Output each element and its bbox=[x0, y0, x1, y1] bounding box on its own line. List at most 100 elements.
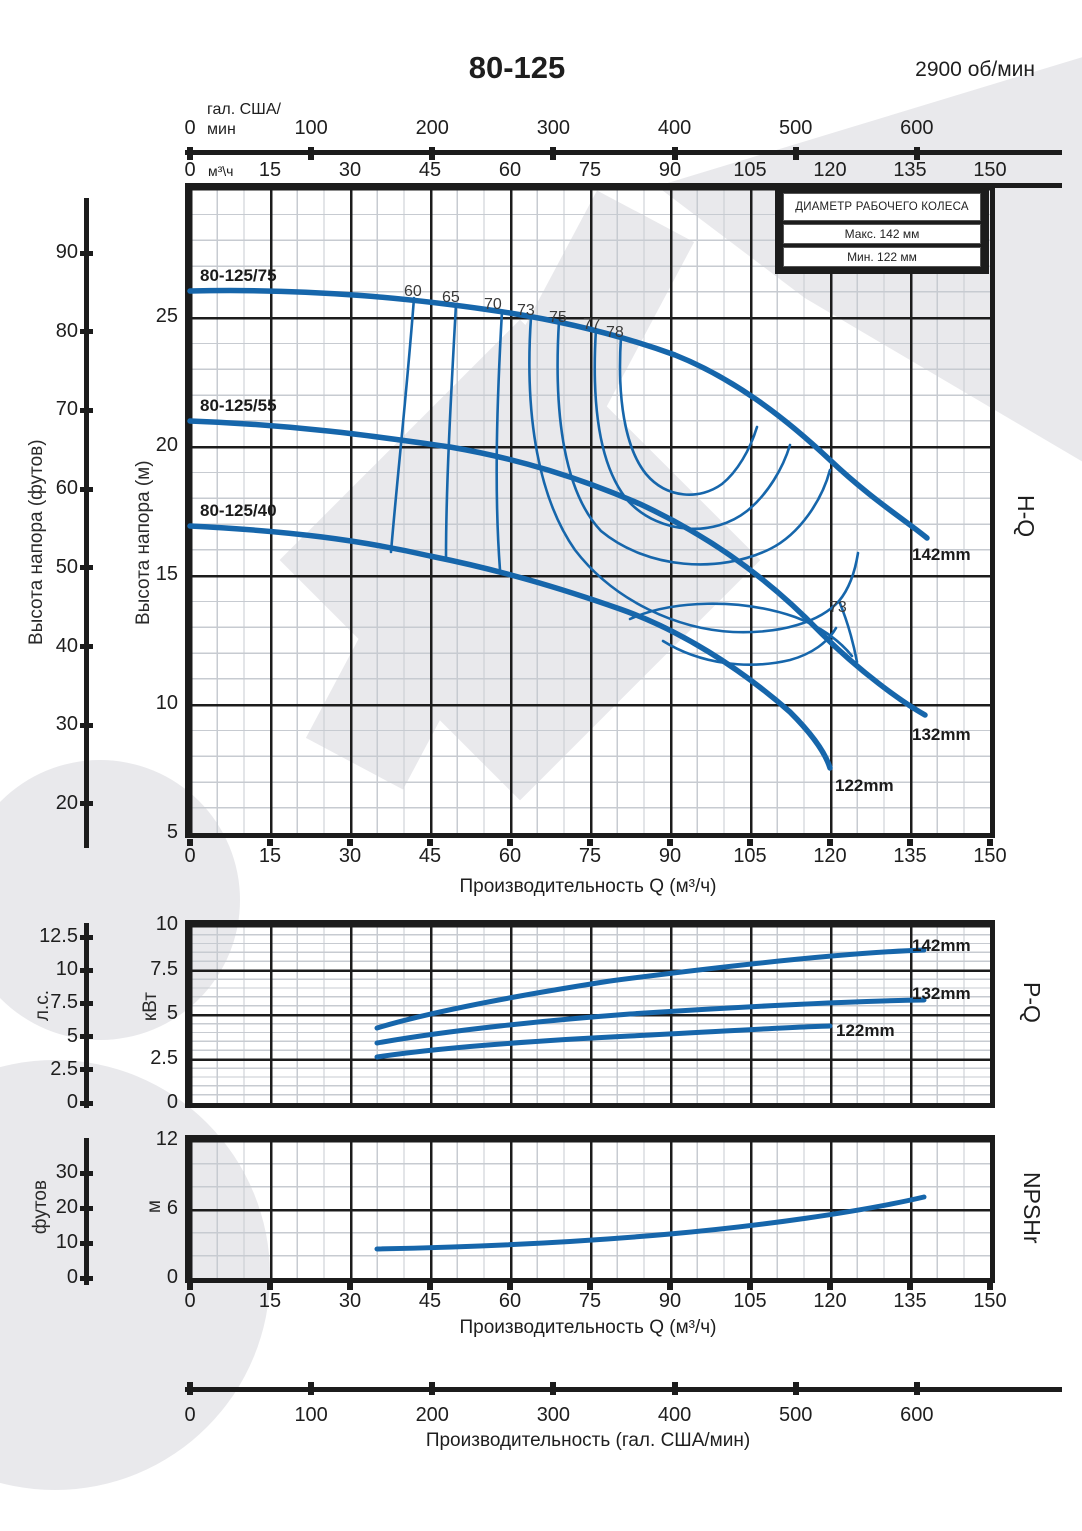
tick-mark bbox=[308, 147, 315, 160]
tick-label: 70 bbox=[55, 398, 78, 421]
tick-label: 500 bbox=[778, 1404, 813, 1426]
legend-min: Мин. 122 мм bbox=[783, 247, 981, 267]
tick-label: 90 bbox=[658, 159, 682, 181]
tick-label: 60 bbox=[498, 845, 522, 867]
tick-label: 5 bbox=[166, 821, 178, 843]
tick-label: 10 bbox=[155, 913, 178, 935]
impeller-legend: ДИАМЕТР РАБОЧЕГО КОЛЕСА Макс. 142 мм Мин… bbox=[775, 186, 989, 274]
tick-label: 20 bbox=[155, 434, 178, 456]
eff-label-77: 77 bbox=[583, 316, 601, 333]
hq-label-40: 80-125/40 bbox=[200, 501, 277, 520]
tick-mark bbox=[550, 1382, 557, 1395]
tick-label: 90 bbox=[658, 1290, 682, 1312]
tick-label: 500 bbox=[778, 117, 813, 139]
pq-curve-122mm bbox=[374, 1023, 833, 1060]
tick-label: 135 bbox=[893, 159, 927, 181]
tick-mark bbox=[671, 1382, 678, 1395]
tick-mark bbox=[429, 147, 436, 160]
tick-label: 75 bbox=[578, 845, 602, 867]
tick-label: 120 bbox=[813, 845, 847, 867]
eff-curve-77 bbox=[593, 327, 792, 530]
tick-mark bbox=[987, 839, 993, 846]
gal-unit-label: гал. США/ мин bbox=[207, 100, 281, 140]
tick-label: 30 bbox=[338, 159, 362, 181]
tick-label: 6 bbox=[166, 1197, 178, 1219]
tick-mark bbox=[80, 486, 93, 492]
tick-mark bbox=[427, 1283, 433, 1290]
tick-mark bbox=[347, 1283, 353, 1290]
tick-mark bbox=[987, 1283, 993, 1290]
tick-mark bbox=[80, 934, 93, 940]
tick-mark bbox=[80, 1170, 93, 1176]
tick-label: 45 bbox=[418, 159, 442, 181]
pq-diam-122: 122mm bbox=[836, 1021, 895, 1040]
tick-mark bbox=[80, 1240, 93, 1246]
eff-arc-lower-73 bbox=[628, 602, 854, 658]
eff-label-75: 75 bbox=[549, 309, 567, 326]
tick-mark bbox=[827, 839, 833, 846]
tick-mark bbox=[671, 147, 678, 160]
tick-mark bbox=[747, 1283, 753, 1290]
tick-mark bbox=[80, 565, 93, 571]
tick-label: 15 bbox=[258, 1290, 282, 1312]
tick-label: 100 bbox=[294, 1404, 328, 1426]
tick-label: 45 bbox=[418, 1290, 442, 1312]
tick-mark bbox=[267, 839, 273, 846]
tick-mark bbox=[80, 801, 93, 807]
tick-label: 40 bbox=[55, 634, 78, 657]
tick-label: 12 bbox=[155, 1128, 178, 1150]
tick-label: 600 bbox=[900, 117, 934, 139]
tick-mark bbox=[507, 839, 513, 846]
tick-label: 200 bbox=[415, 1404, 449, 1426]
hq-curve-122mm bbox=[187, 523, 833, 771]
tick-label: 15 bbox=[258, 159, 282, 181]
tick-mark bbox=[308, 1382, 315, 1395]
tick-mark bbox=[80, 329, 93, 335]
npsh-curve bbox=[374, 1194, 927, 1252]
tick-mark bbox=[80, 1100, 93, 1106]
tick-label: 30 bbox=[338, 1290, 362, 1312]
legend-max: Макс. 142 мм bbox=[783, 224, 981, 244]
eff-label-60: 60 bbox=[404, 283, 422, 300]
tick-label: 50 bbox=[55, 555, 78, 578]
tick-mark bbox=[80, 1275, 93, 1281]
hq-curve-132mm bbox=[187, 418, 928, 718]
tick-label: 15 bbox=[155, 563, 178, 585]
tick-mark bbox=[427, 839, 433, 846]
q-axis-title: Производительность Q (м³/ч) bbox=[459, 876, 717, 897]
tick-label: 150 bbox=[973, 845, 1007, 867]
tick-label: 80 bbox=[55, 319, 78, 342]
tick-label: 0 bbox=[184, 117, 196, 139]
tick-label: 0 bbox=[66, 1266, 78, 1288]
tick-label: 90 bbox=[658, 845, 682, 867]
npsh-ft-axis-line bbox=[84, 1138, 89, 1285]
tick-label: 15 bbox=[258, 845, 282, 867]
tick-mark bbox=[792, 147, 799, 160]
eff-curve-78 bbox=[618, 335, 759, 496]
tick-label: 7.5 bbox=[50, 991, 78, 1014]
tick-label: 135 bbox=[893, 845, 927, 867]
pq-section-title: P-Q bbox=[1019, 982, 1045, 1023]
tick-mark bbox=[80, 1067, 93, 1073]
tick-mark bbox=[80, 1205, 93, 1211]
tick-label: 7.5 bbox=[150, 957, 178, 980]
tick-label: 10 bbox=[155, 692, 178, 714]
tick-label: 0 bbox=[184, 159, 196, 181]
tick-label: 150 bbox=[973, 1290, 1007, 1312]
tick-mark bbox=[667, 839, 673, 846]
npsh-q-axis-title: Производительность Q (м³/ч) bbox=[459, 1317, 717, 1338]
tick-label: 90 bbox=[55, 241, 78, 263]
tick-label: 100 bbox=[294, 117, 328, 139]
gal-bottom-axis-line bbox=[185, 1387, 1062, 1392]
tick-mark bbox=[667, 1283, 673, 1290]
gal-unit-line1: гал. США/ bbox=[207, 101, 281, 118]
eff-curve-60 bbox=[389, 296, 416, 554]
tick-label: 75 bbox=[578, 159, 602, 181]
hq-label-75: 80-125/75 bbox=[200, 266, 277, 285]
hq-section-title: H-Q bbox=[1013, 495, 1039, 538]
tick-label: 45 bbox=[418, 845, 442, 867]
eff-curve-75 bbox=[556, 319, 832, 566]
tick-label: 0 bbox=[66, 1091, 78, 1113]
page-title: 80-125 bbox=[468, 50, 566, 85]
